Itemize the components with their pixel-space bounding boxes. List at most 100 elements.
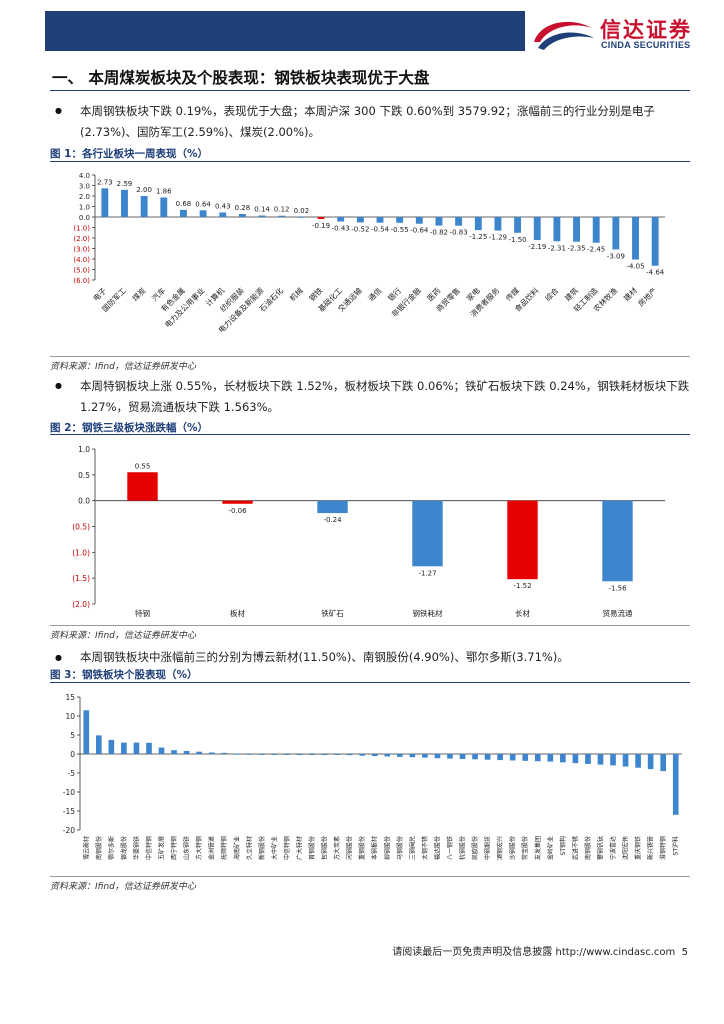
bar <box>597 754 604 765</box>
chart-industry-weekly: 4.0 3.0 2.0 1.0 0.0 (1.0) (2.0) (3.0) (4.0) (5.0)… <box>73 172 665 335</box>
x-tick-label: 马钢股份 <box>396 836 404 860</box>
bar <box>101 188 109 217</box>
x-tick-label: 中钢期货 <box>484 836 492 860</box>
y-tick-label: (2.0) <box>73 235 90 243</box>
logo-chinese-name: 信达证券 <box>600 18 692 42</box>
data-label: 1.86 <box>156 187 172 195</box>
bullet-icon: ● <box>55 653 62 662</box>
paragraph-1: 本周钢铁板块下跌 0.19%，表现优于大盘；本周沪深 300 下跌 0.60%到… <box>80 104 655 139</box>
bar <box>447 754 453 759</box>
bar <box>140 196 148 217</box>
chart-steel-subsectors: 1.0 0.5 0.0 (0.5) (1.0) (1.5) (2.0) 0.55 特钢 -0.06… <box>72 445 665 618</box>
bar <box>196 751 202 754</box>
y-tick-label: -5 <box>68 769 76 778</box>
data-label: -4.05 <box>626 263 644 271</box>
bar <box>160 197 168 217</box>
page-number: 5 <box>681 947 688 958</box>
bar <box>83 710 90 754</box>
data-label: -4.64 <box>646 269 665 277</box>
bar <box>146 742 152 754</box>
y-tick-label: 15 <box>65 693 75 702</box>
x-tick-label: 博云新材 <box>82 836 90 860</box>
bar <box>474 217 482 231</box>
bar <box>610 754 616 766</box>
x-tick-label: 综合 <box>543 285 561 303</box>
data-label: -2.35 <box>567 245 585 253</box>
data-label: -0.06 <box>228 507 247 515</box>
x-tick-label: 重庆钢铁 <box>634 836 642 860</box>
x-tick-label: 太钢不锈 <box>421 836 429 860</box>
x-tick-label: 金洲管道 <box>208 836 216 860</box>
bar <box>384 754 391 757</box>
bar <box>396 217 404 223</box>
bar <box>472 754 478 760</box>
paragraph-3: 本周钢铁板块中涨幅前三的分别为博云新材(11.50%)、南钢股份(4.90%)、… <box>80 650 569 664</box>
bar <box>371 754 378 757</box>
x-tick-label: 海南矿业 <box>233 836 241 860</box>
x-tick-label: 机械 <box>287 285 305 303</box>
bar <box>459 754 466 759</box>
x-tick-label: 五矿发展 <box>158 836 166 860</box>
x-tick-label: 长材 <box>515 608 530 618</box>
x-tick-label: 沈阳宏伟 <box>622 836 630 860</box>
x-tick-label: 福达股份 <box>433 836 441 860</box>
bar <box>317 217 325 219</box>
bar <box>435 217 443 226</box>
data-label: 0.64 <box>195 200 211 208</box>
data-label: -0.55 <box>391 226 409 234</box>
bar <box>376 217 384 223</box>
y-tick-label: 5 <box>70 731 75 740</box>
data-label: 0.02 <box>294 207 310 215</box>
data-label: -1.56 <box>608 584 627 592</box>
x-tick-label: 包钢股份 <box>321 836 329 860</box>
x-tick-label: 华菱钢铁 <box>132 836 140 860</box>
data-label: -0.64 <box>410 227 429 235</box>
x-tick-label: 友发集团 <box>534 836 542 860</box>
bar <box>560 754 566 763</box>
bar <box>321 754 328 755</box>
data-label: 0.12 <box>274 206 290 214</box>
data-label: 2.73 <box>97 178 113 186</box>
bar <box>108 739 115 754</box>
x-tick-label: 抚顺特钢 <box>220 836 228 860</box>
figure-1-top-rule <box>50 161 690 162</box>
bar <box>622 754 629 767</box>
y-tick-label: -10 <box>63 788 75 797</box>
figure-2-source: 资料来源：Ifind，信达证券研发中心 <box>50 631 196 641</box>
bar <box>494 217 502 231</box>
bar <box>238 214 246 217</box>
bar <box>356 217 364 223</box>
data-label: 0.14 <box>254 206 270 214</box>
figure-2-top-rule <box>50 434 690 435</box>
y-tick-label: -15 <box>63 807 75 816</box>
data-label: 0.43 <box>215 202 231 210</box>
bar <box>180 209 187 217</box>
x-tick-label: 南钢股份 <box>584 836 592 860</box>
bar <box>171 750 177 754</box>
bar <box>133 742 140 754</box>
x-tick-label: 大中矿业 <box>270 836 278 860</box>
y-tick-label: (3.0) <box>73 246 90 254</box>
y-tick-label: (2.0) <box>72 600 90 609</box>
x-tick-label: 宁波富达 <box>609 836 617 860</box>
bar <box>259 753 265 755</box>
bar <box>271 753 278 755</box>
figure-2-title: 图 2：钢铁三级板块涨跌幅（%） <box>50 422 208 434</box>
data-label: -1.52 <box>513 582 531 590</box>
y-tick-label: 4.0 <box>79 172 90 180</box>
data-label: 0.55 <box>135 462 151 470</box>
data-label: -0.82 <box>430 229 448 237</box>
bar <box>585 754 591 764</box>
data-label: -0.19 <box>312 222 330 230</box>
bar <box>415 217 423 224</box>
paragraph-2: 本周特钢板块上涨 0.55%，长材板块下跌 1.52%，板材板块下跌 0.06%… <box>80 379 690 414</box>
x-tick-label: 方大炭素 <box>333 836 341 860</box>
figure-3-title: 图 3：钢铁板块个股表现（%） <box>50 669 198 681</box>
bar <box>346 754 353 756</box>
x-tick-label: 杭钢股份 <box>459 836 467 860</box>
bar <box>309 754 315 755</box>
x-tick-label: 八一钢铁 <box>446 836 454 860</box>
data-label: -0.24 <box>323 516 342 524</box>
bar <box>317 500 348 514</box>
